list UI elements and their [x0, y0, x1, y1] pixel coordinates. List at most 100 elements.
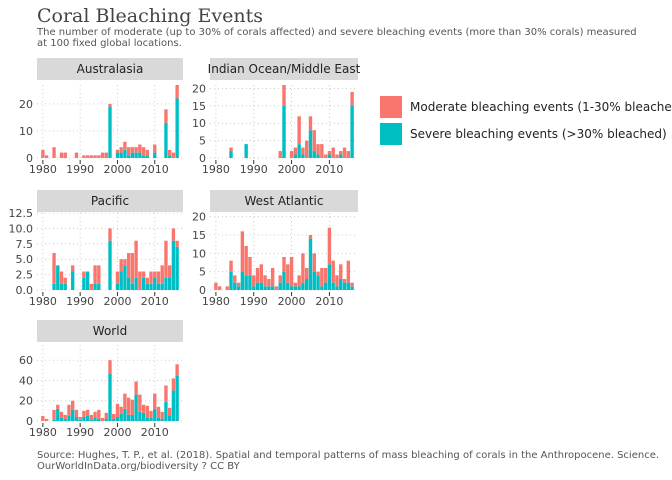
bar-severe — [126, 277, 131, 290]
bar-moderate — [160, 265, 164, 284]
bar-moderate — [339, 264, 343, 279]
bar-moderate — [52, 409, 56, 420]
bar-severe — [89, 419, 94, 421]
x-tick-label: 2010 — [141, 163, 169, 176]
bar-moderate — [134, 147, 138, 153]
bar-moderate — [342, 279, 347, 283]
bar-moderate — [323, 154, 328, 158]
bar-moderate — [167, 149, 172, 156]
facet-title: Australasia — [77, 62, 144, 76]
facet-title: World — [93, 324, 127, 338]
x-tick-label: 2010 — [315, 163, 343, 176]
bar-severe — [160, 283, 164, 290]
bar-moderate — [74, 152, 79, 158]
bar-severe — [138, 152, 142, 158]
bar-severe — [316, 154, 320, 158]
bar-moderate — [339, 151, 343, 155]
bar-severe — [63, 283, 67, 290]
bar-moderate — [85, 409, 90, 416]
bar-moderate — [78, 416, 82, 420]
bar-severe — [141, 412, 146, 421]
bar-moderate — [126, 253, 131, 278]
bar-moderate — [350, 282, 354, 287]
bar-moderate — [108, 228, 112, 241]
bar-moderate — [171, 378, 176, 391]
bar-moderate — [278, 275, 282, 283]
bar-severe — [267, 286, 271, 290]
facet-strip — [210, 58, 358, 80]
y-tick-label: 10.0 — [9, 222, 34, 235]
bar-moderate — [270, 268, 275, 287]
bar-severe — [312, 271, 316, 290]
bar-moderate — [289, 151, 294, 158]
bar-severe — [119, 152, 123, 158]
bar-moderate — [164, 240, 168, 278]
bar-severe — [297, 286, 301, 290]
bar-moderate — [134, 381, 138, 395]
facet-strip — [37, 190, 183, 212]
bar-moderate — [293, 282, 298, 287]
bar-moderate — [138, 271, 142, 290]
bar-severe — [327, 264, 332, 290]
bar-moderate — [112, 413, 116, 419]
bar-moderate — [82, 271, 86, 278]
legend: Moderate bleaching events (1-30% bleache… — [380, 95, 672, 149]
bar-severe — [52, 419, 56, 421]
bar-moderate — [145, 405, 149, 418]
facet-pacific: Pacific 0.0 2.5 5.0 7.5 10.0 12.5 1980 1990 2000 2… — [9, 190, 183, 308]
bar-moderate — [346, 260, 351, 283]
bar-moderate — [63, 414, 67, 419]
y-tick-label: 0.0 — [16, 284, 34, 297]
x-tick-label: 1990 — [240, 295, 268, 308]
legend-item-moderate: Moderate bleaching events (1-30% bleache… — [380, 95, 672, 119]
bar-severe — [82, 277, 86, 290]
bar-severe — [171, 240, 176, 290]
bar-moderate — [342, 147, 347, 158]
bar-severe — [104, 418, 108, 421]
bar-moderate — [97, 409, 101, 419]
bar-severe — [71, 409, 75, 421]
x-tick-label: 2010 — [315, 295, 343, 308]
y-tick-label: 12.5 — [9, 207, 34, 220]
bar-moderate — [59, 271, 64, 284]
bar-severe — [56, 408, 60, 421]
y-tick-label: 0 — [26, 415, 33, 428]
bar-severe — [108, 373, 112, 421]
bar-moderate — [308, 235, 313, 239]
bar-moderate — [63, 152, 67, 158]
x-tick-label: 1980 — [202, 163, 230, 176]
bar-moderate — [305, 268, 309, 279]
bar-moderate — [134, 240, 138, 278]
bar-moderate — [74, 409, 79, 417]
bar-severe — [141, 277, 146, 290]
bar-severe — [175, 98, 179, 158]
bar-severe — [233, 282, 237, 290]
bar-moderate — [267, 279, 271, 287]
bar-moderate — [44, 155, 49, 158]
bar-moderate — [97, 155, 101, 158]
bar-severe — [130, 283, 135, 290]
bar-moderate — [130, 147, 135, 153]
bar-moderate — [41, 149, 45, 158]
bar-moderate — [153, 271, 157, 278]
y-tick-label: 60 — [19, 354, 33, 367]
y-tick-label: 20 — [192, 211, 206, 224]
bar-moderate — [274, 286, 279, 290]
bar-severe — [339, 279, 343, 290]
bar-moderate — [130, 253, 135, 284]
x-tick-label: 2000 — [103, 163, 131, 176]
bar-moderate — [123, 141, 127, 150]
x-tick-label: 2000 — [103, 295, 131, 308]
bar-severe — [346, 282, 351, 290]
bar-severe — [145, 155, 149, 158]
bar-severe — [52, 283, 56, 290]
bar-moderate — [138, 394, 142, 412]
bar-severe — [305, 279, 309, 290]
bar-severe — [115, 416, 120, 421]
bar-severe — [282, 271, 286, 290]
bar-moderate — [335, 154, 339, 158]
bar-moderate — [153, 393, 157, 409]
x-tick-label: 2000 — [278, 163, 306, 176]
bar-severe — [156, 283, 161, 290]
bar-moderate — [167, 265, 172, 278]
